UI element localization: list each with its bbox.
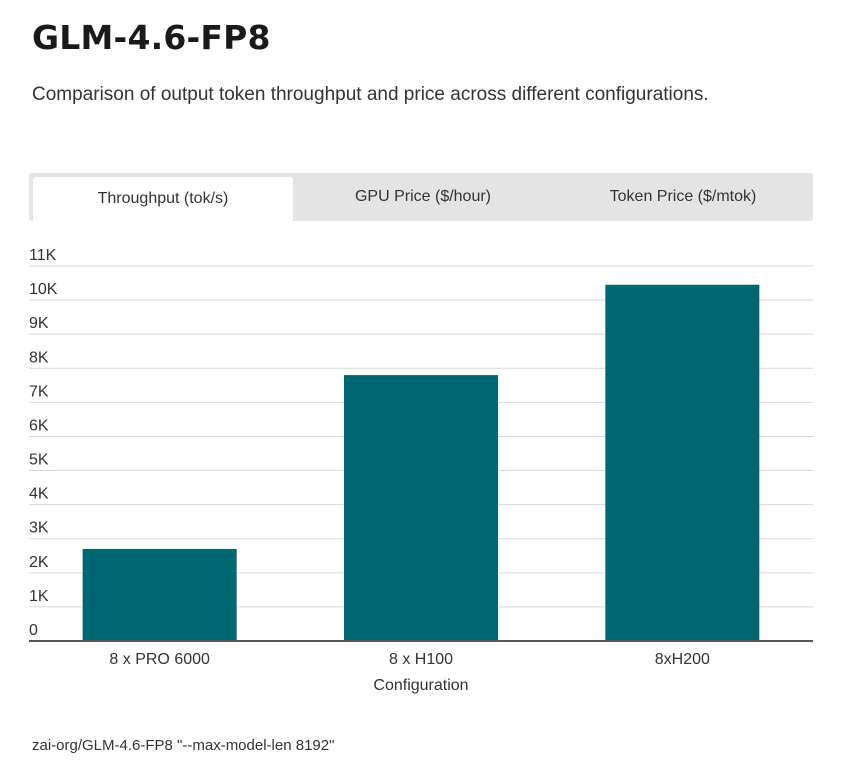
throughput-chart: 0 1K 2K 3K 4K 5K 6K 7K 8K 9K 10K 11K 8 x PRO 6000 8 x…	[0, 230, 848, 700]
y-tick-label: 0	[29, 622, 38, 639]
page-title: GLM-4.6-FP8	[32, 18, 271, 57]
y-tick-label: 10K	[29, 281, 58, 298]
bar	[605, 284, 760, 641]
x-tick-label: 8 x H100	[389, 651, 453, 668]
x-tick-label: 8xH200	[655, 651, 710, 668]
y-tick-label: 1K	[29, 588, 49, 605]
bar	[344, 375, 498, 641]
x-axis-label: Configuration	[373, 677, 468, 694]
y-tick-label: 3K	[29, 520, 49, 537]
y-tick-label: 6K	[29, 417, 49, 434]
page-subtitle: Comparison of output token throughput an…	[32, 84, 709, 105]
y-tick-label: 4K	[29, 486, 49, 503]
chart-svg: 0 1K 2K 3K 4K 5K 6K 7K 8K 9K 10K 11K 8 x PRO 6000 8 x…	[29, 247, 813, 694]
bar	[82, 548, 237, 641]
y-tick-label: 9K	[29, 315, 49, 332]
y-tick-label: 2K	[29, 554, 49, 571]
footnote: zai-org/GLM-4.6-FP8 "--max-model-len 819…	[32, 737, 335, 754]
tab-token-price[interactable]: Token Price ($/mtok)	[609, 188, 757, 205]
tab-throughput[interactable]: Throughput (tok/s)	[33, 177, 293, 221]
tab-gpu-price[interactable]: GPU Price ($/hour)	[354, 188, 492, 205]
y-tick-label: 8K	[29, 349, 49, 366]
x-tick-label: 8 x PRO 6000	[109, 651, 210, 668]
y-tick-label: 7K	[29, 383, 49, 400]
y-tick-label: 11K	[29, 247, 57, 264]
y-tick-label: 5K	[29, 452, 49, 469]
metric-tabs: Throughput (tok/s) GPU Price ($/hour) To…	[29, 173, 813, 221]
